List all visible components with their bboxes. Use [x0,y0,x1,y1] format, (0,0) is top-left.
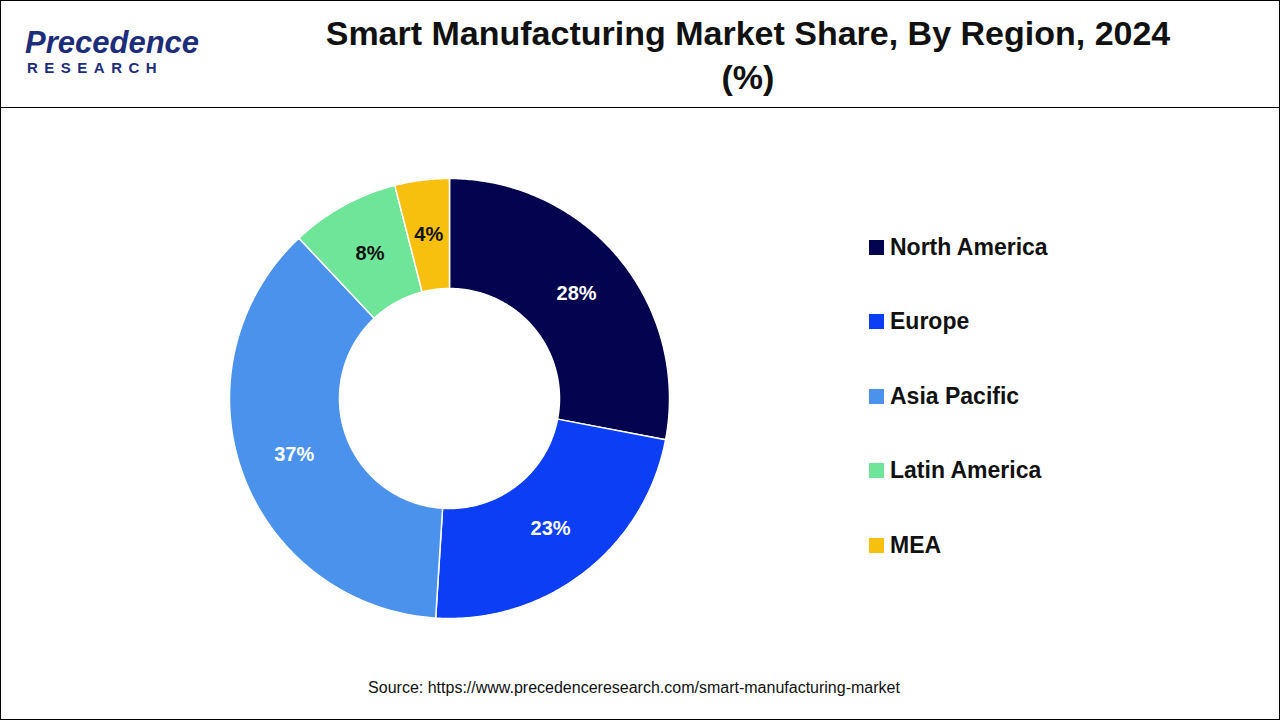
html-text:North America: North America [890,233,1048,260]
html-text:Precedence: Precedence [25,25,200,60]
svg-text:37%: 37% [274,443,314,465]
html-text:Asia Pacific: Asia Pacific [890,382,1020,409]
html-text:Source: https://www.precedence: Source: https://www.precedenceresearch.c… [368,679,900,696]
svg-text:8%: 8% [356,242,385,264]
svg-text:28%: 28% [557,282,597,304]
html-text:RESEARCH: RESEARCH [27,59,164,76]
svg-text:23%: 23% [531,517,571,539]
svg-text:4%: 4% [414,223,443,245]
html-text:Smart Manufacturing Market Sha: Smart Manufacturing Market Share, By Reg… [325,14,1171,96]
html-text:MEA: MEA [890,531,942,558]
html-text:Latin America: Latin America [890,457,1042,483]
html-text:Europe: Europe [890,308,970,334]
